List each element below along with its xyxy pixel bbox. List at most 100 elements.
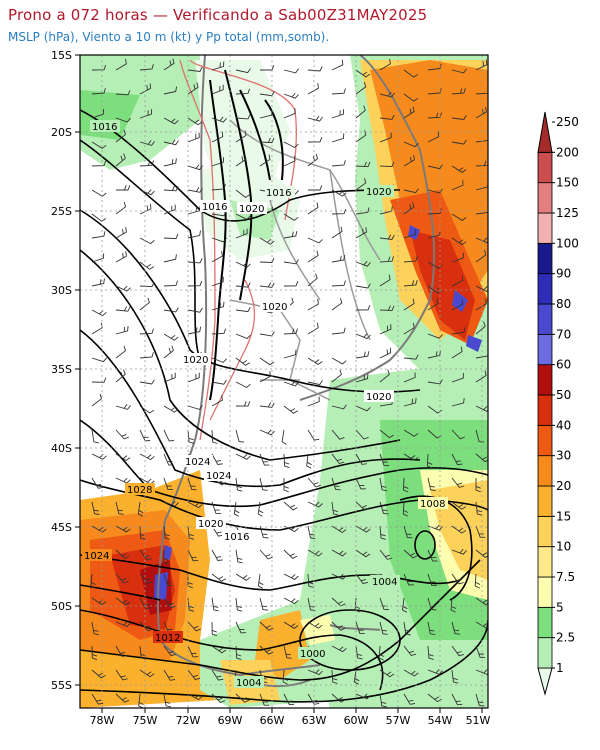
colorbar-segment [537, 485, 553, 517]
wind-barb [451, 88, 466, 95]
wind-barb [259, 453, 270, 466]
wind-barb [307, 273, 318, 287]
colorbar-segment [537, 424, 553, 457]
wind-barb [475, 549, 488, 558]
wind-barb [475, 298, 487, 311]
precipitation-colorbar: 1 2.5 5 7.5 10 15 20 30 40 50 60 70 80 90 100 125 150 200… [537, 111, 579, 696]
wind-barb [331, 160, 346, 167]
wind-barb [307, 137, 323, 143]
wind-barb [211, 250, 223, 263]
wind-barb [187, 132, 200, 143]
isobar-label: 1008 [420, 499, 445, 510]
wind-barb [403, 397, 417, 407]
wind-barb [403, 279, 418, 287]
isobar-label: 1000 [300, 649, 325, 660]
wind-barb [91, 525, 107, 533]
wind-barb [233, 501, 240, 517]
wind-barb [282, 669, 288, 685]
wind-barb [403, 354, 419, 360]
wind-barb [91, 597, 107, 606]
wind-barb [259, 137, 275, 144]
wind-barb [283, 213, 299, 221]
wind-barb [451, 68, 467, 74]
wind-barb [475, 597, 488, 606]
wind-barb [91, 393, 103, 407]
wind-barb [283, 501, 298, 511]
wind-barb [139, 573, 153, 585]
wind-barb [307, 549, 323, 557]
isobar-label: 1020 [239, 204, 264, 215]
wind-barb [307, 380, 323, 386]
wind-barb [139, 261, 155, 270]
wind-barb [283, 525, 299, 533]
wind-barb [91, 278, 105, 287]
wind-barb [283, 405, 299, 414]
wind-barb [307, 669, 323, 676]
lon-label: 72W [176, 714, 201, 727]
wind-barb [307, 357, 323, 365]
lon-label: 57W [386, 714, 411, 727]
wind-barb [331, 88, 346, 95]
wind-barb [139, 83, 152, 95]
wind-barb [139, 297, 150, 311]
isobar-label: 1020 [262, 302, 287, 313]
lon-label: 69W [218, 714, 243, 727]
colorbar-label: 20 [556, 479, 571, 493]
wind-barb [259, 282, 275, 288]
wind-barb [379, 274, 391, 287]
wind-barb [259, 371, 271, 383]
colorbar-segment [537, 182, 553, 214]
lat-label: 45S [51, 521, 72, 534]
wind-barb [281, 429, 287, 445]
wind-barb [259, 645, 274, 655]
wind-barb [355, 283, 371, 289]
wind-barb [115, 645, 127, 657]
wind-barb [283, 453, 290, 469]
wind-barb [187, 307, 203, 313]
wind-barb [427, 379, 443, 385]
wind-barb [211, 276, 224, 287]
wind-barb [187, 549, 199, 562]
wind-barb [116, 185, 131, 191]
map-gridlines [80, 55, 488, 708]
wind-barb [115, 129, 126, 143]
wind-barb [115, 549, 130, 560]
wind-barb [257, 501, 264, 517]
wind-barb [139, 549, 152, 561]
wind-barb [403, 93, 419, 102]
colorbar-segment [537, 637, 553, 669]
isobar-label: 1028 [127, 485, 152, 496]
wind-barb [235, 261, 251, 268]
wind-barb [235, 597, 243, 612]
wind-barb [379, 161, 395, 167]
wind-barb [451, 525, 467, 534]
wind-barb [115, 369, 126, 383]
wind-barb [139, 203, 152, 215]
wind-barb [307, 115, 323, 122]
wind-barb [379, 347, 392, 359]
wind-barb [451, 453, 463, 466]
wind-barb [427, 88, 442, 95]
wind-barb [331, 189, 347, 197]
wind-barb [91, 693, 104, 705]
lat-label: 35S [51, 363, 72, 376]
wind-barb [451, 180, 464, 191]
lon-label: 60W [344, 714, 369, 727]
wind-barb [187, 501, 203, 509]
wind-barb [211, 211, 227, 217]
wind-barb [451, 275, 464, 287]
wind-barb [475, 370, 487, 383]
wind-barb [475, 645, 486, 658]
wind-barb [283, 549, 298, 559]
wind-barb [427, 188, 443, 194]
wind-barb [139, 328, 154, 335]
wind-barb [379, 132, 392, 143]
wind-barb [115, 525, 131, 533]
longitude-labels: 78W 75W 72W 69W 66W 63W 60W 57W 54W 51W [90, 714, 491, 727]
wind-barb [355, 573, 369, 585]
wind-barb [355, 429, 369, 440]
lat-label: 40S [51, 442, 72, 455]
lon-label: 51W [466, 714, 491, 727]
wind-barb [403, 453, 419, 461]
wind-barb [163, 185, 179, 192]
